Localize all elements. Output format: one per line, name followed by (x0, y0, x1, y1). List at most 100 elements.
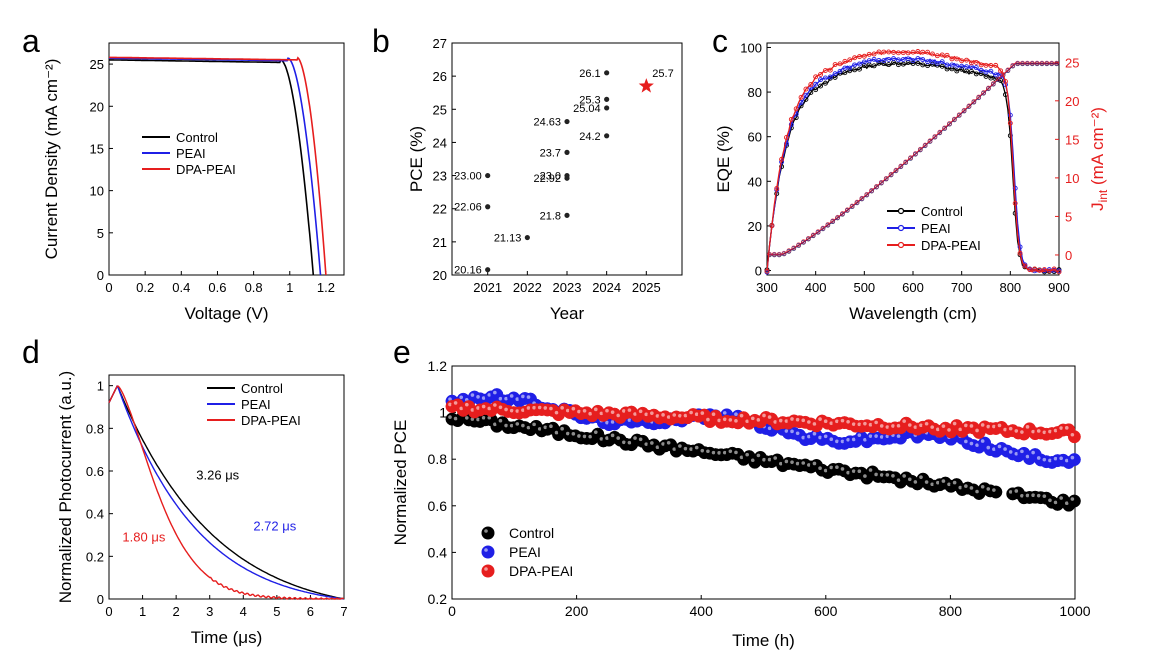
jint-marker (898, 163, 904, 169)
point-highlight (767, 457, 772, 462)
eqe-marker (988, 68, 994, 74)
y-tick-label: 1 (97, 379, 104, 394)
x-axis-label: Voltage (V) (184, 304, 268, 323)
point-highlight (487, 393, 492, 397)
eqe-marker (808, 82, 814, 87)
y-axis-label: Current Density (mA cm⁻²) (42, 59, 61, 260)
eqe-marker (954, 56, 960, 62)
record-label: 24.2 (579, 131, 600, 143)
jint-marker (995, 76, 1001, 82)
point-highlight (807, 434, 811, 439)
plot-frame (451, 42, 683, 276)
point-highlight (846, 470, 850, 475)
eqe-marker (837, 61, 843, 67)
point-highlight (610, 410, 615, 414)
point-highlight (1064, 501, 1069, 505)
point-highlight (986, 445, 991, 450)
eqe-marker (915, 60, 921, 66)
x-axis-label: Time (h) (732, 631, 795, 650)
record-point (604, 70, 610, 76)
point-highlight (750, 416, 755, 421)
eqe-marker (934, 53, 940, 59)
x-tick-label: 400 (690, 603, 714, 619)
eqe-marker (876, 60, 882, 66)
point-highlight (1031, 450, 1035, 455)
point-highlight (1048, 429, 1052, 434)
jv-curve-dpa-peai (108, 56, 327, 276)
point-highlight (964, 484, 968, 488)
point-highlight (504, 423, 508, 428)
point-highlight (498, 405, 503, 410)
eqe-curve-peai (766, 56, 1060, 273)
eqe-marker (925, 49, 931, 55)
point-highlight (459, 406, 464, 411)
eqe-marker (944, 62, 950, 68)
x-tick-label: 0.6 (208, 280, 226, 295)
eqe-marker (1012, 200, 1018, 206)
eqe-marker (886, 62, 892, 68)
record-point (485, 267, 491, 273)
point-highlight (857, 433, 862, 437)
x-tick-label: 400 (805, 280, 827, 295)
jint-marker (966, 103, 972, 109)
point-highlight (599, 411, 604, 416)
x-tick-label: 0.2 (136, 280, 154, 295)
eqe-marker (866, 58, 872, 64)
point-highlight (672, 447, 677, 451)
record-label: 23.7 (540, 147, 561, 159)
x-tick-label: 600 (902, 280, 924, 295)
jint-marker (883, 175, 889, 181)
point-highlight (476, 395, 480, 399)
x-tick-label: 800 (939, 603, 963, 619)
panel-letter-c: c (712, 23, 728, 59)
point-highlight (879, 473, 884, 477)
point-highlight (902, 419, 906, 423)
eqe-marker (837, 68, 843, 74)
point-highlight (459, 395, 464, 400)
point-highlight (784, 459, 789, 464)
point-highlight (762, 413, 766, 418)
y-axis-label: Normalized Photocurrent (a.u.) (56, 371, 75, 603)
point-highlight (515, 409, 520, 413)
jint-marker (1029, 60, 1035, 66)
eqe-marker (925, 59, 931, 65)
eqe-marker (905, 50, 911, 56)
point-highlight (947, 482, 951, 487)
x-tick-label: 2023 (553, 280, 582, 295)
point-highlight (1036, 493, 1041, 498)
eqe-marker (1037, 267, 1042, 273)
eqe-marker (939, 52, 945, 58)
point-highlight (1059, 426, 1063, 430)
y-tick-label: 1.2 (428, 358, 448, 374)
point-highlight (694, 412, 699, 417)
eqe-marker (779, 156, 785, 162)
legend-label: PEAI (921, 221, 951, 236)
eqe-marker (876, 57, 882, 63)
point-highlight (1003, 447, 1007, 451)
jint-marker (1025, 60, 1030, 66)
eqe-marker (764, 268, 770, 274)
y-tick-label: 1 (439, 405, 447, 421)
point-highlight (1042, 430, 1047, 435)
x-tick-label: 500 (853, 280, 875, 295)
eqe-marker (774, 186, 780, 191)
y-tick-label: 20 (433, 268, 447, 283)
y-tick-label: 25 (90, 57, 104, 72)
point-highlight (728, 449, 733, 454)
point-highlight (616, 436, 621, 440)
eqe-marker (784, 141, 789, 147)
jint-marker (835, 214, 840, 220)
record-point (524, 234, 530, 241)
point-highlight (823, 419, 828, 424)
panel-e-stability: 0 200 400 600 800 1000 0.2 0.4 0.6 0.8 1 1.2 Time (h… (391, 358, 1091, 650)
jint-marker (859, 195, 865, 201)
legend-label: Control (176, 130, 218, 145)
point-highlight (689, 447, 693, 451)
eqe-marker (959, 58, 965, 64)
eqe-marker (968, 69, 974, 74)
point-highlight (823, 468, 828, 473)
eqe-marker (866, 51, 872, 57)
eqe-marker (973, 71, 979, 77)
point-highlight (509, 408, 514, 413)
point-highlight (1014, 429, 1019, 433)
